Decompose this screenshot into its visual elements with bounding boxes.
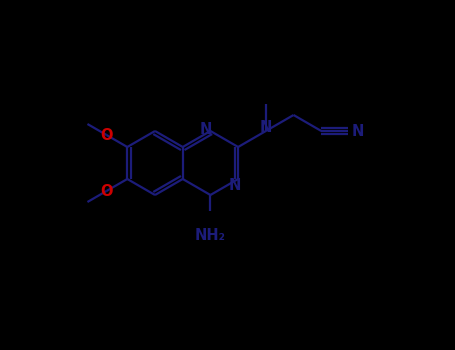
Text: O: O xyxy=(100,127,113,142)
Text: N: N xyxy=(260,119,272,134)
Text: N: N xyxy=(229,177,241,192)
Text: NH₂: NH₂ xyxy=(195,228,226,243)
Text: N: N xyxy=(351,124,364,139)
Text: O: O xyxy=(100,183,113,198)
Text: N: N xyxy=(199,122,212,138)
